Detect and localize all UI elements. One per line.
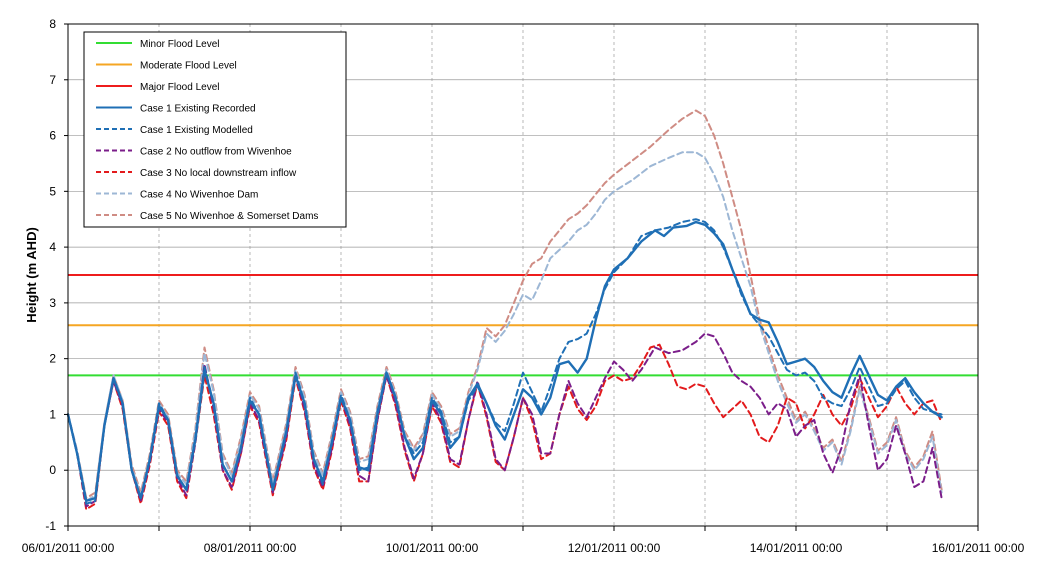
legend-label-case-4-no-wivenhoe-dam: Case 4 No Wivenhoe Dam [140, 190, 258, 201]
case-1-existing-recorded-series [66, 220, 943, 503]
y-tick-label: 8 [49, 17, 56, 31]
y-tick-label: 1 [49, 407, 56, 421]
legend-label-case-1-existing-modelled: Case 1 Existing Modelled [140, 125, 253, 136]
series-lines [66, 109, 943, 511]
y-tick-label: 5 [49, 184, 56, 198]
legend-box [83, 31, 347, 228]
x-axis-ticks: 06/01/2011 00:00 08/01/2011 00:00 10/01/20… [22, 526, 1025, 555]
case-3-no-local-downstream-inflow-series [67, 343, 943, 511]
x-tick-label: 06/01/2011 00:00 [22, 541, 115, 555]
legend-label-minor-flood-level: Minor Flood Level [140, 39, 219, 50]
y-tick-label: 7 [49, 73, 56, 87]
y-tick-label: -1 [45, 519, 56, 533]
y-tick-label: 2 [49, 352, 56, 366]
case-1-existing-modelled-series [67, 218, 943, 505]
y-tick-label: 4 [49, 240, 56, 254]
y-tick-label: 6 [49, 129, 56, 143]
legend-label-case-3-no-local-downstream-inflow: Case 3 No local downstream inflow [140, 168, 297, 179]
x-tick-label: 16/01/2011 00:00 [932, 541, 1025, 555]
x-tick-label: 12/01/2011 00:00 [568, 541, 661, 555]
x-tick-label: 14/01/2011 00:00 [750, 541, 843, 555]
legend-label-case-5-no-wivenhoe-somerset-dams: Case 5 No Wivenhoe & Somerset Dams [140, 211, 318, 222]
legend-label-moderate-flood-level: Moderate Flood Level [140, 61, 237, 72]
legend: Minor Flood Level Moderate Flood Level Maj… [83, 31, 347, 228]
case-5-no-wivenhoe-somerset-dams-series [67, 109, 943, 500]
x-tick-label: 10/01/2011 00:00 [386, 541, 479, 555]
y-tick-label: 3 [49, 296, 56, 310]
y-axis-ticks: -1 0 1 2 3 4 5 6 7 8 [45, 17, 68, 533]
legend-label-case-2-no-outflow-from-wivenhoe: Case 2 No outflow from Wivenhoe [140, 147, 292, 158]
y-tick-label: 0 [49, 463, 56, 477]
case-4-no-wivenhoe-dam-series [67, 151, 943, 502]
legend-label-case-1-existing-recorded: Case 1 Existing Recorded [140, 104, 256, 115]
legend-label-major-flood-level: Major Flood Level [140, 82, 219, 93]
y-axis-label: Height (m AHD) [24, 227, 39, 323]
x-tick-label: 08/01/2011 00:00 [204, 541, 297, 555]
